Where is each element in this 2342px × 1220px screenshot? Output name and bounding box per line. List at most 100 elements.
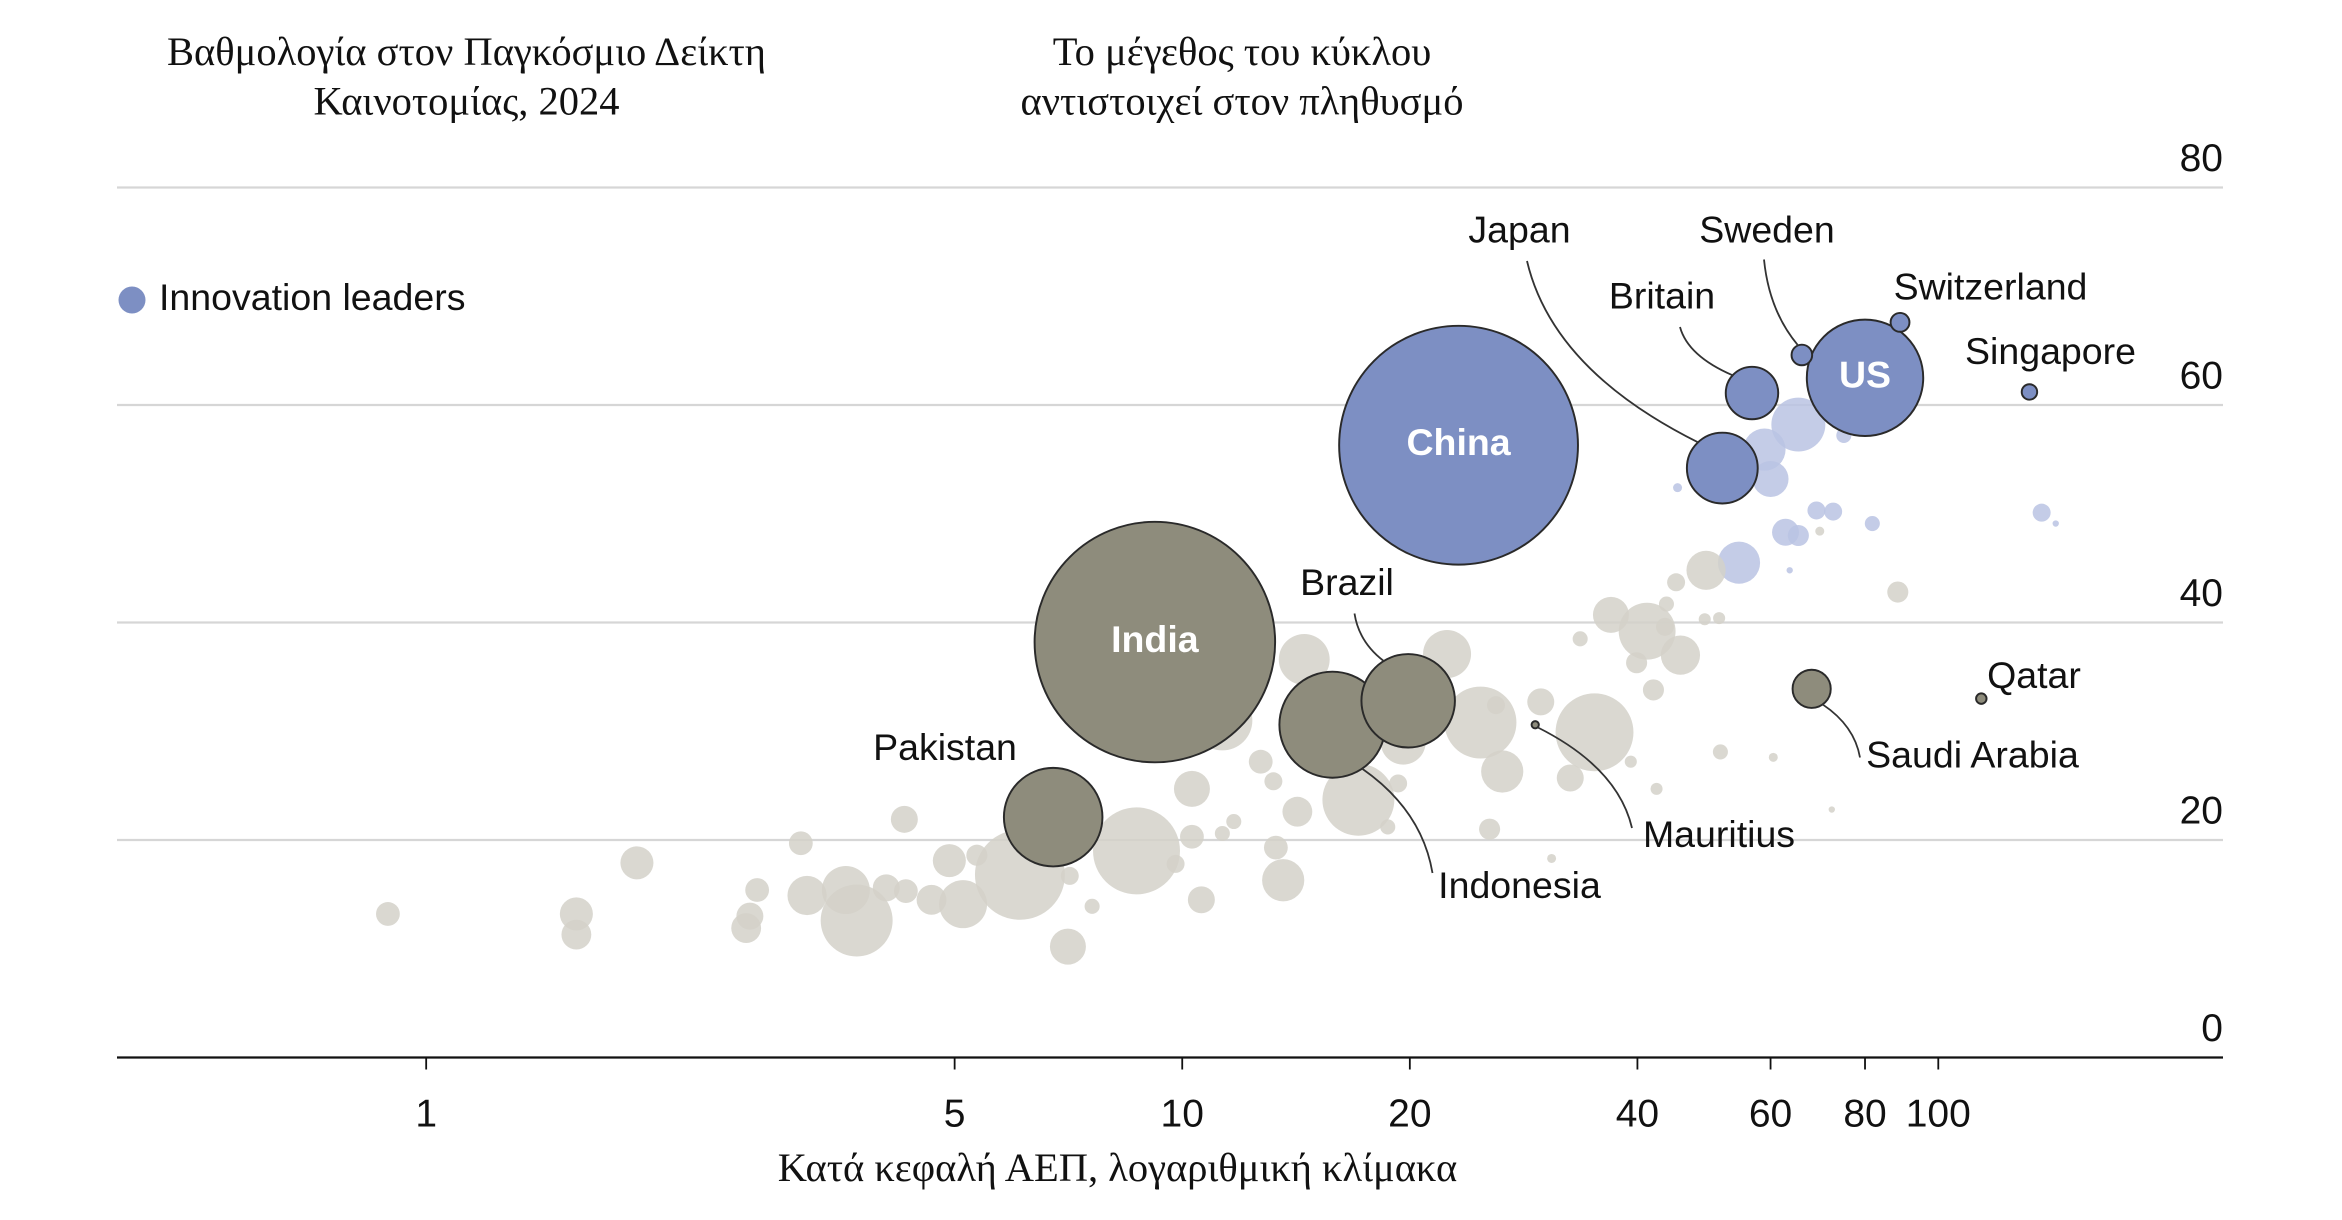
bubble-faded bbox=[1262, 859, 1305, 902]
bubble bbox=[1975, 692, 1988, 705]
bubble-faded bbox=[736, 902, 764, 930]
bubble-faded bbox=[1786, 567, 1793, 574]
point-label: Qatar bbox=[1987, 654, 2081, 696]
bubble bbox=[1338, 324, 1579, 566]
x-axis-label: Κατά κεφαλή ΑΕΠ, λογαριθμική κλίμακα bbox=[778, 1145, 1457, 1190]
bubble-faded bbox=[1717, 541, 1761, 584]
bubble-faded bbox=[1547, 853, 1557, 863]
bubble-faded bbox=[932, 844, 966, 878]
bubble-faded bbox=[1667, 573, 1686, 592]
y-tick-label: 40 bbox=[2180, 572, 2223, 615]
bubble-faded bbox=[1771, 397, 1826, 452]
bubble-faded bbox=[1214, 825, 1230, 842]
bubble-faded bbox=[821, 866, 870, 915]
bubble bbox=[1033, 520, 1277, 764]
bubble bbox=[1790, 343, 1814, 367]
bubble-faded bbox=[1713, 612, 1726, 625]
leader-line bbox=[1679, 326, 1734, 377]
legend-marker bbox=[118, 286, 146, 314]
x-tick-label: 60 bbox=[1749, 1092, 1792, 1135]
bubble-faded bbox=[1322, 763, 1395, 836]
bubble bbox=[1724, 365, 1780, 421]
point-label: Japan bbox=[1468, 208, 1570, 250]
bubble-faded bbox=[872, 874, 900, 902]
bubble-faded bbox=[939, 880, 988, 929]
bubble-faded bbox=[1660, 635, 1701, 675]
bubble-faded bbox=[1592, 596, 1629, 633]
leader-line bbox=[1526, 260, 1699, 444]
bubble-faded bbox=[1248, 749, 1273, 774]
point-label: Sweden bbox=[1699, 208, 1835, 250]
x-tick-label: 100 bbox=[1906, 1092, 1971, 1135]
bubble-faded bbox=[1864, 516, 1880, 532]
point-label: Pakistan bbox=[873, 726, 1017, 768]
bubble-faded bbox=[1380, 819, 1396, 835]
x-tick-label: 5 bbox=[944, 1092, 966, 1135]
bubble-faded bbox=[1389, 774, 1408, 793]
bubble-faded bbox=[1658, 596, 1674, 612]
bubble-label: India bbox=[1111, 618, 1200, 660]
bubble-faded bbox=[1618, 602, 1676, 660]
bubble-faded bbox=[1824, 502, 1843, 521]
bubble-faded bbox=[1655, 617, 1674, 636]
bubble-faded bbox=[1486, 696, 1505, 715]
bubble-faded bbox=[1807, 501, 1826, 520]
bubble-faded bbox=[1180, 824, 1204, 849]
bubble-faded bbox=[745, 878, 770, 902]
chart-title: Βαθμολογία στον Παγκόσμιο Δείκτη bbox=[167, 29, 766, 74]
leader-line bbox=[1822, 703, 1861, 758]
bubble-faded bbox=[890, 805, 918, 833]
bubble-faded bbox=[620, 846, 654, 880]
legend-label: Innovation leaders bbox=[159, 276, 465, 318]
leader-line bbox=[1537, 726, 1633, 829]
y-tick-label: 20 bbox=[2180, 789, 2223, 832]
bubble-faded bbox=[1555, 693, 1634, 772]
bubble-faded bbox=[1572, 631, 1588, 647]
point-label: Singapore bbox=[1965, 330, 2136, 372]
point-label: Britain bbox=[1609, 274, 1715, 316]
point-label: Saudi Arabia bbox=[1866, 733, 2079, 775]
bubble-faded bbox=[893, 879, 918, 904]
bubble-faded bbox=[1187, 886, 1215, 914]
bubble-faded bbox=[1226, 813, 1242, 830]
bubble-faded bbox=[1752, 460, 1789, 497]
bubble-faded bbox=[1479, 818, 1501, 840]
leader-line bbox=[1763, 259, 1799, 346]
plot: Βαθμολογία στον Παγκόσμιο Δείκτη Καινοτο… bbox=[117, 29, 2223, 1190]
bubble bbox=[1685, 431, 1759, 505]
annotation: αντιστοιχεί στον πληθυσμό bbox=[1021, 78, 1464, 123]
bubble-faded bbox=[1173, 770, 1210, 807]
bubble-faded bbox=[1166, 854, 1185, 873]
y-tick-label: 80 bbox=[2180, 137, 2223, 180]
y-tick-label: 0 bbox=[2201, 1007, 2223, 1050]
bubble-faded bbox=[1282, 796, 1313, 827]
bubble bbox=[1530, 720, 1540, 730]
bubble bbox=[1805, 318, 1925, 437]
bubble-faded bbox=[1650, 782, 1663, 795]
y-tick-label: 60 bbox=[2180, 354, 2223, 397]
bubble-faded bbox=[1673, 483, 1683, 493]
annotation: Το μέγεθος του κύκλου bbox=[1053, 29, 1432, 74]
bubble-faded bbox=[1712, 744, 1728, 760]
bubble-faded bbox=[1481, 750, 1524, 793]
bubble-label: China bbox=[1406, 421, 1511, 463]
bubble-faded bbox=[1084, 898, 1100, 914]
leader-line bbox=[1353, 613, 1385, 662]
bubble bbox=[1791, 668, 1832, 709]
bubble-faded bbox=[1828, 806, 1835, 813]
chart-title: Καινοτομίας, 2024 bbox=[313, 78, 619, 123]
bubble bbox=[2020, 383, 2039, 401]
bubble bbox=[1889, 311, 1911, 333]
bubble-faded bbox=[1686, 550, 1726, 590]
bubble-faded bbox=[1264, 772, 1283, 791]
bubble-faded bbox=[1768, 752, 1778, 762]
point-label: Mauritius bbox=[1643, 813, 1795, 855]
x-tick-label: 10 bbox=[1161, 1092, 1204, 1135]
leader-line bbox=[1361, 767, 1434, 874]
bubble-faded bbox=[2032, 503, 2051, 522]
bubble-faded bbox=[1278, 634, 1330, 685]
bubble-faded bbox=[1787, 524, 1809, 547]
bubble-faded bbox=[1626, 652, 1648, 674]
bubble-faded bbox=[2052, 520, 2059, 527]
